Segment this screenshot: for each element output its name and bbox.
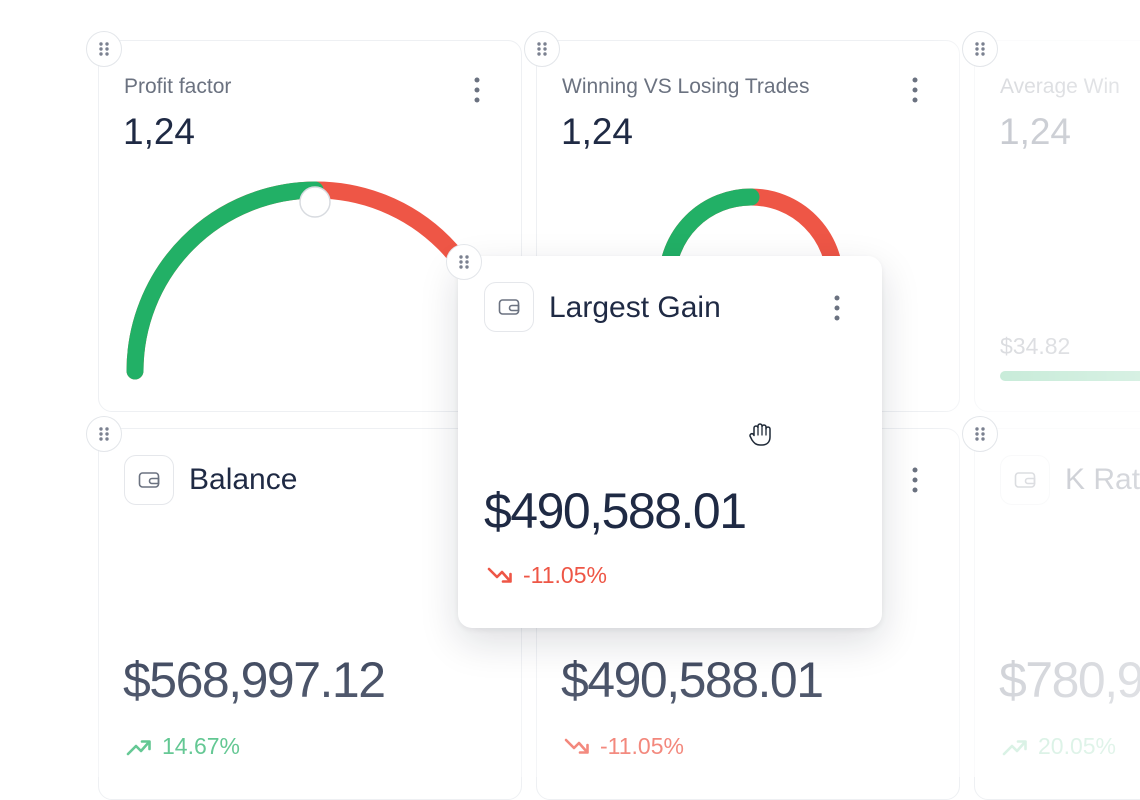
- k-ratio-change: 20.05%: [1002, 733, 1116, 760]
- profit-factor-value: 1,24: [123, 111, 196, 152]
- average-win-card: Average Win 1,24 $34.82: [974, 40, 1140, 412]
- underlying-card-amount: $490,588.01: [561, 652, 824, 708]
- trend-up-icon: [126, 739, 151, 755]
- average-win-drag-handle[interactable]: [962, 31, 998, 67]
- wallet-icon: [138, 472, 160, 488]
- balance-change-value: 14.67%: [162, 733, 241, 759]
- largest-gain-change-value: -11.05%: [523, 562, 607, 588]
- k-ratio-title: K Ratio: [1065, 463, 1140, 496]
- gauge-track-positive: [126, 181, 324, 380]
- average-win-bar: [1000, 371, 1140, 381]
- grab-cursor-icon: [749, 423, 771, 446]
- k-ratio-card: K Ratio $780,9 20.05%: [974, 428, 1140, 800]
- balance-drag-handle[interactable]: [86, 416, 122, 452]
- largest-gain-drag-handle[interactable]: [446, 244, 482, 280]
- k-ratio-change-value: 20.05%: [1038, 733, 1117, 759]
- average-win-title: Average Win: [1000, 75, 1120, 98]
- profit-factor-drag-handle[interactable]: [86, 31, 122, 67]
- winning-losing-drag-handle[interactable]: [524, 31, 560, 67]
- underlying-card-menu-icon[interactable]: [909, 466, 921, 494]
- largest-gain-amount: $490,588.01: [484, 483, 747, 539]
- wallet-icon: [1014, 472, 1036, 488]
- winning-losing-menu-icon[interactable]: [909, 76, 921, 104]
- largest-gain-change: -11.05%: [487, 562, 607, 589]
- winning-losing-value: 1,24: [561, 111, 634, 152]
- trend-up-icon: [1002, 739, 1027, 755]
- largest-gain-title: Largest Gain: [549, 291, 721, 324]
- winning-losing-title: Winning VS Losing Trades: [562, 75, 810, 98]
- trend-down-icon: [564, 738, 589, 754]
- k-ratio-wallet-icon-box: [1000, 455, 1050, 505]
- trend-down-icon: [487, 567, 512, 583]
- balance-title: Balance: [189, 463, 298, 496]
- underlying-card-change-value: -11.05%: [600, 733, 684, 759]
- k-ratio-drag-handle[interactable]: [962, 416, 998, 452]
- underlying-card-change: -11.05%: [564, 733, 684, 760]
- balance-wallet-icon-box: [124, 455, 174, 505]
- profit-factor-card: Profit factor 1,24: [98, 40, 522, 412]
- profit-factor-menu-icon[interactable]: [471, 76, 483, 104]
- largest-gain-wallet-icon-box: [484, 282, 534, 332]
- profit-factor-title: Profit factor: [124, 75, 232, 98]
- largest-gain-menu-icon[interactable]: [831, 294, 843, 322]
- balance-amount: $568,997.12: [123, 652, 386, 708]
- balance-change: 14.67%: [126, 733, 240, 760]
- average-win-amount: $34.82: [1000, 333, 1071, 359]
- k-ratio-amount: $780,9: [999, 652, 1140, 708]
- largest-gain-dragging-card[interactable]: Largest Gain $490,588.01 -11.05%: [458, 256, 882, 628]
- wallet-icon: [498, 299, 520, 315]
- gauge-knob: [299, 186, 331, 218]
- average-win-value: 1,24: [999, 111, 1072, 152]
